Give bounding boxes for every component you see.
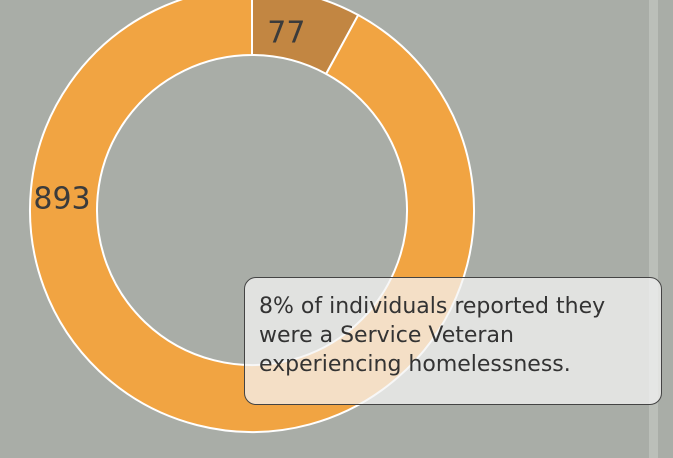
donut-labels: 77 893 <box>33 15 305 216</box>
slice-label-77: 77 <box>267 15 305 50</box>
callout-text: 8% of individuals reported they were a S… <box>259 294 606 377</box>
callout-box: 8% of individuals reported they were a S… <box>244 277 662 405</box>
slice-label-893: 893 <box>33 182 90 217</box>
side-strip <box>649 0 658 458</box>
